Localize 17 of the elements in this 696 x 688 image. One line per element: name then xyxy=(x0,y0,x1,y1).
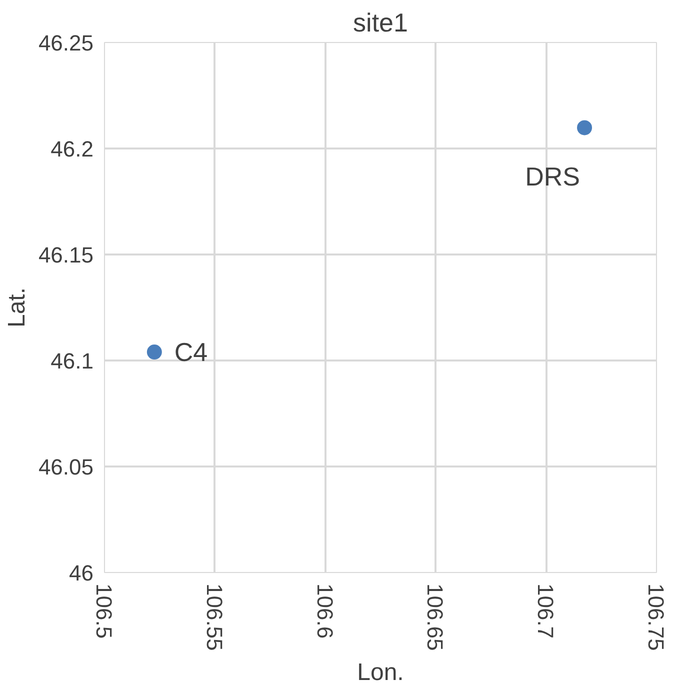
x-tick-label: 106.75 xyxy=(644,584,668,651)
chart-title: site1 xyxy=(353,8,408,38)
y-tick-label: 46 xyxy=(69,560,94,586)
x-tick-label: 106.5 xyxy=(92,584,116,639)
y-tick-label: 46.05 xyxy=(38,454,94,480)
y-tick-label: 46.25 xyxy=(38,30,94,56)
y-tick-label: 46.1 xyxy=(50,348,94,374)
annotation: DRS xyxy=(525,162,580,192)
annotation: C4 xyxy=(174,337,208,368)
x-tick-label: 106.7 xyxy=(533,584,558,639)
y-axis-title: Lat. xyxy=(3,287,30,328)
x-tick-label: 106.6 xyxy=(312,584,338,639)
y-tick-label: 46.15 xyxy=(38,242,94,268)
x-tick-label: 106.55 xyxy=(202,584,227,651)
y-tick-label: 46.2 xyxy=(50,136,94,162)
x-tick-label: 106.65 xyxy=(422,584,448,651)
x-axis-title: Lon. xyxy=(357,658,404,686)
